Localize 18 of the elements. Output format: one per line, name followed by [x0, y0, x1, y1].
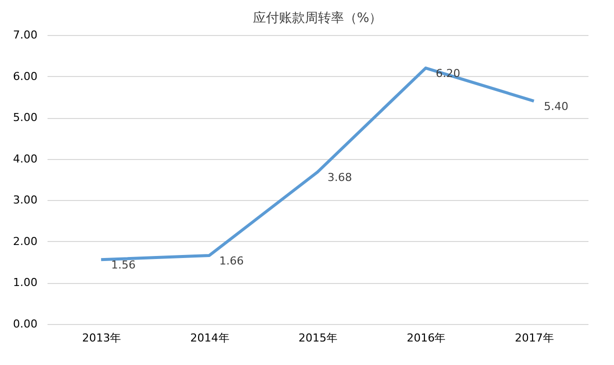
x-tick-label: 2014年: [190, 332, 230, 344]
data-label: 3.68: [328, 171, 352, 184]
x-tick-label: 2016年: [406, 332, 446, 344]
x-tick-label: 2017年: [514, 332, 554, 344]
x-tick-label: 2013年: [82, 332, 122, 344]
chart-title: 应付账款周转率（%）: [252, 10, 382, 26]
y-tick-label: 1.00: [13, 276, 38, 290]
y-tick-label: 6.00: [13, 70, 38, 83]
data-label: 1.56: [111, 258, 136, 272]
y-tick-label: 0.00: [13, 318, 38, 330]
data-label: 5.40: [544, 100, 568, 114]
y-tick-label: 7.00: [13, 28, 38, 42]
data-label: 1.66: [219, 254, 244, 268]
y-tick-label: 3.00: [13, 194, 38, 207]
y-tick-label: 5.00: [13, 111, 38, 124]
y-tick-label: 2.00: [13, 234, 38, 248]
y-tick-label: 4.00: [13, 152, 38, 166]
x-tick-label: 2015年: [298, 332, 338, 344]
